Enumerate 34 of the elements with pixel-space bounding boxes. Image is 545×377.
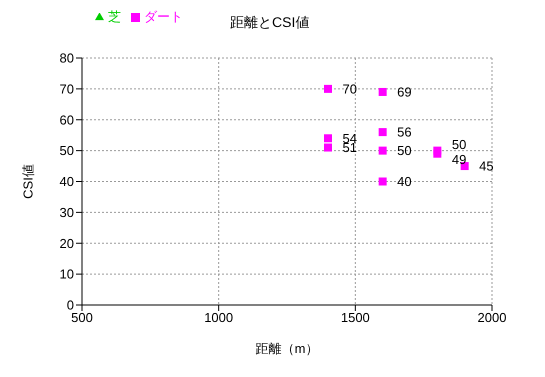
point — [324, 144, 332, 152]
data-label: 40 — [397, 174, 412, 189]
chart-title: 距離とCSI値 — [230, 14, 310, 32]
point — [324, 84, 332, 93]
data-label: 45 — [479, 158, 494, 174]
data-label: 49 — [452, 152, 466, 168]
y-tick-label: 0 — [66, 298, 74, 313]
data-label: 50 — [452, 137, 466, 152]
point — [433, 150, 442, 158]
y-tick-label: 20 — [60, 236, 74, 251]
x-axis-title: 距離（m） — [256, 341, 318, 356]
legend-label: ダート — [144, 9, 183, 24]
x-tick-label: 1500 — [340, 310, 370, 326]
point — [378, 146, 387, 155]
point — [324, 134, 332, 142]
x-tick-label: 500 — [71, 310, 93, 326]
legend-label: 芝 — [108, 9, 121, 24]
data-label: 56 — [397, 124, 412, 140]
y-tick-label: 60 — [60, 112, 74, 128]
point — [378, 178, 387, 186]
point — [378, 128, 387, 136]
data-label: 50 — [397, 143, 412, 158]
x-tick-label: 2000 — [478, 310, 506, 326]
y-tick-label: 50 — [60, 143, 74, 158]
data-label: 69 — [397, 84, 412, 100]
y-tick-label: 30 — [60, 204, 74, 220]
y-axis-title: CSI値 — [20, 164, 36, 199]
y-tick-label: 70 — [60, 81, 74, 96]
y-tick-label: 80 — [60, 50, 74, 66]
data-label: 70 — [342, 81, 357, 96]
point — [378, 88, 387, 96]
y-tick-label: 10 — [60, 266, 74, 282]
y-tick-label: 40 — [60, 174, 74, 190]
x-tick-label: 1000 — [204, 310, 234, 326]
